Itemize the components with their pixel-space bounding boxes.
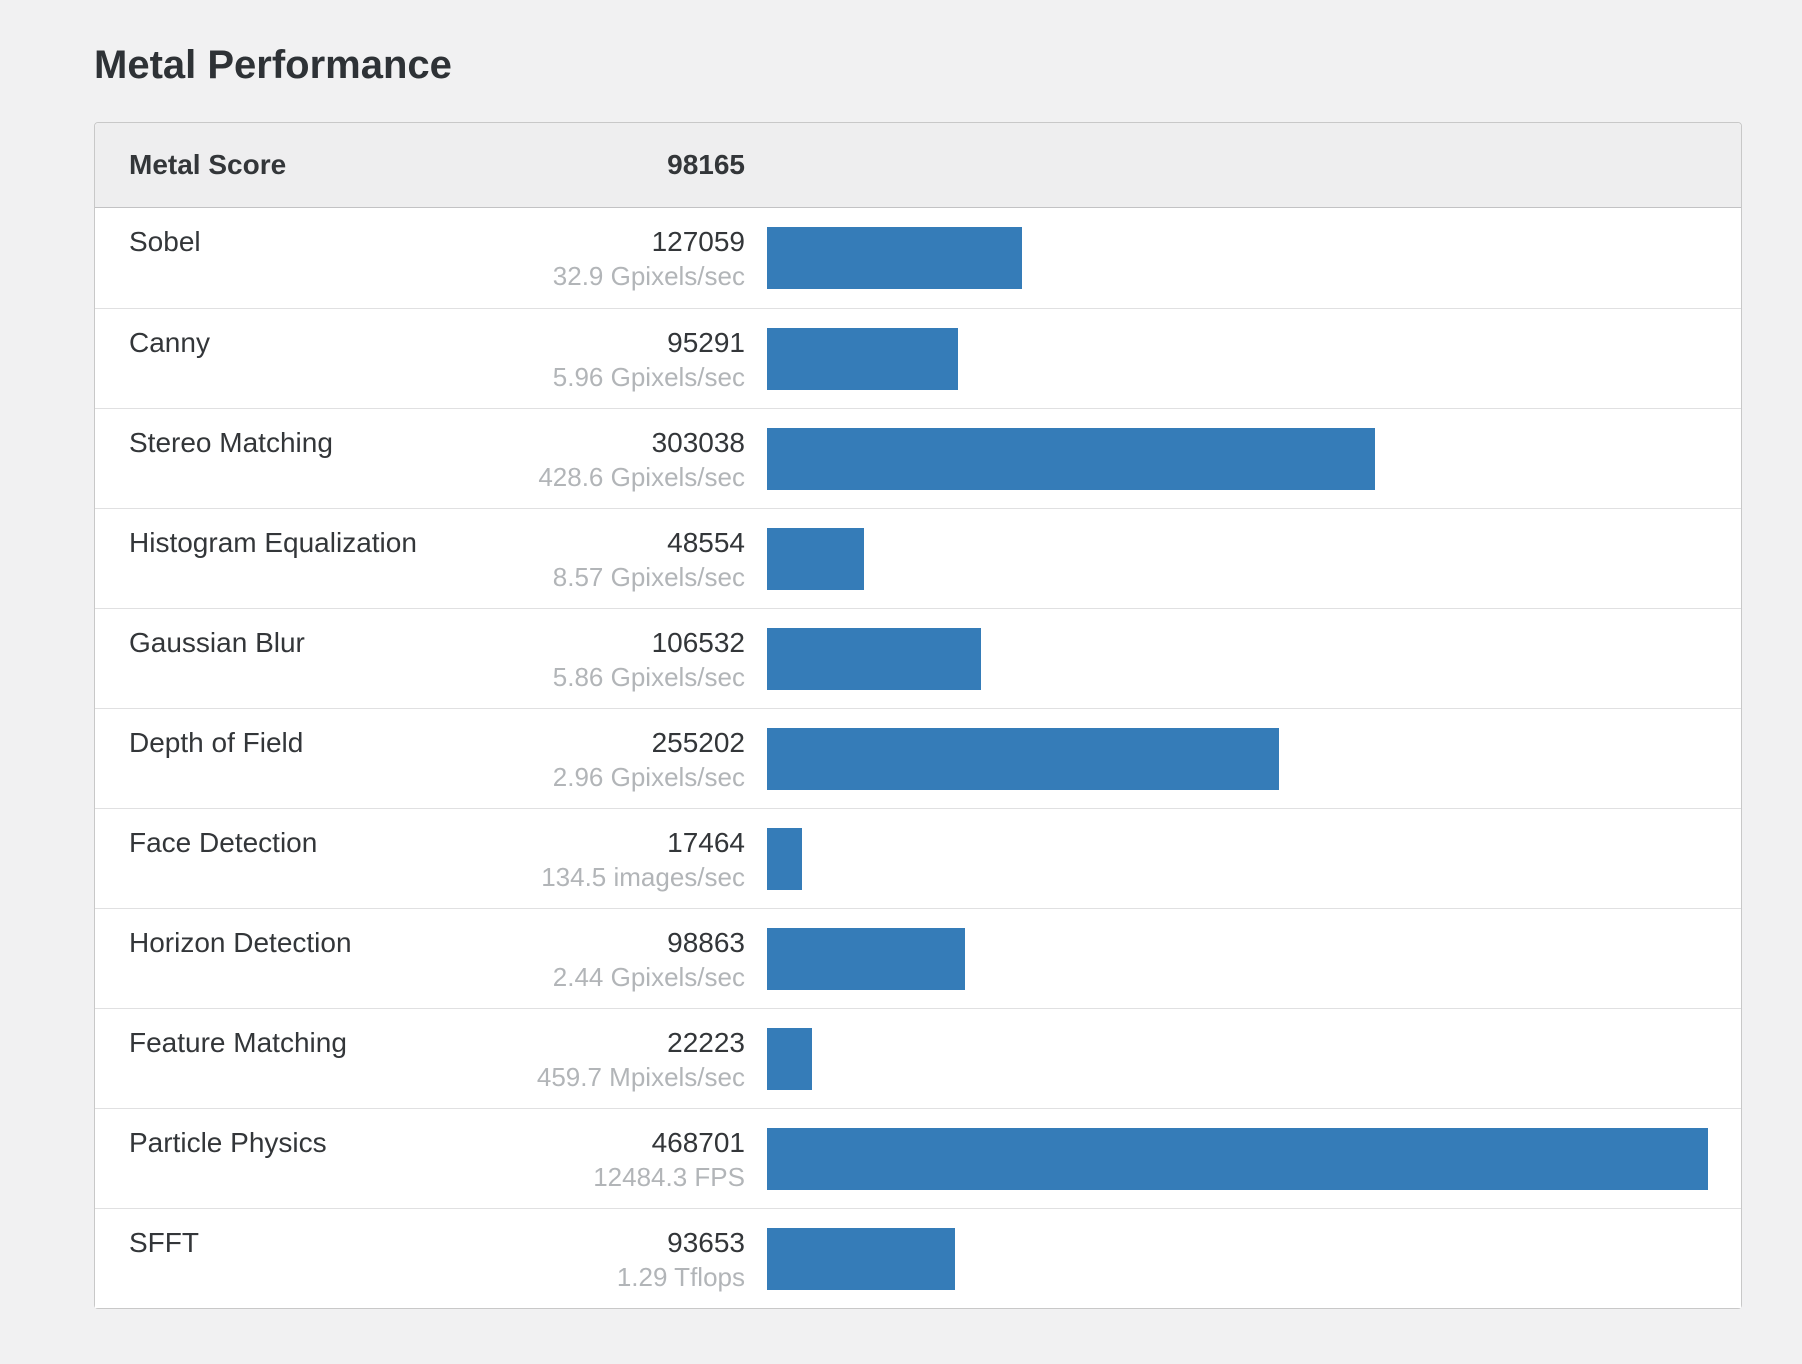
benchmark-value-block: 22223 459.7 Mpixels/sec: [537, 1025, 745, 1094]
benchmark-score: 303038: [651, 427, 745, 458]
score-bar: [767, 1127, 1708, 1190]
benchmark-rate: 32.9 Gpixels/sec: [552, 261, 745, 291]
score-bar: [767, 627, 981, 690]
benchmark-value-block: 93653 1.29 Tflops: [617, 1225, 745, 1294]
benchmark-name: Sobel: [129, 226, 201, 257]
score-bar: [767, 1027, 812, 1090]
benchmark-row: Depth of Field 255202 2.96 Gpixels/sec: [95, 708, 1741, 808]
benchmark-cell: Horizon Detection 98863 2.44 Gpixels/sec: [95, 909, 745, 1008]
metal-performance-card: Metal Score 98165 Sobel 127059 32.9 Gpix…: [94, 122, 1742, 1309]
benchmark-row: Gaussian Blur 106532 5.86 Gpixels/sec: [95, 608, 1741, 708]
benchmark-rate: 12484.3 FPS: [593, 1162, 745, 1192]
benchmark-score: 468701: [651, 1127, 745, 1158]
bar-area: [745, 809, 1741, 908]
benchmark-rate: 8.57 Gpixels/sec: [552, 562, 745, 592]
benchmark-cell: Sobel 127059 32.9 Gpixels/sec: [95, 208, 745, 308]
bar-area: [745, 909, 1741, 1008]
bar-area: [745, 509, 1741, 608]
benchmark-value-block: 255202 2.96 Gpixels/sec: [553, 725, 745, 794]
score-bar: [767, 827, 803, 890]
benchmark-rate: 134.5 images/sec: [541, 862, 745, 892]
benchmark-value-block: 17464 134.5 images/sec: [541, 825, 745, 894]
score-bar: [767, 727, 1280, 790]
score-bar: [767, 927, 966, 990]
benchmark-name: Gaussian Blur: [129, 627, 305, 658]
benchmark-name: Particle Physics: [129, 1127, 327, 1158]
benchmark-rate: 5.86 Gpixels/sec: [552, 662, 745, 692]
benchmark-row: Histogram Equalization 48554 8.57 Gpixel…: [95, 508, 1741, 608]
score-bar: [767, 1227, 956, 1290]
score-header-row: Metal Score 98165: [95, 123, 1741, 208]
page-title: Metal Performance: [94, 43, 452, 87]
benchmark-row: Stereo Matching 303038 428.6 Gpixels/sec: [95, 408, 1741, 508]
benchmark-cell: Face Detection 17464 134.5 images/sec: [95, 809, 745, 908]
benchmark-name: Canny: [129, 327, 210, 358]
benchmark-row: Face Detection 17464 134.5 images/sec: [95, 808, 1741, 908]
score-header-label: Metal Score: [129, 149, 287, 180]
benchmark-cell: Histogram Equalization 48554 8.57 Gpixel…: [95, 509, 745, 608]
benchmark-name: Depth of Field: [129, 727, 304, 758]
benchmark-name: Feature Matching: [129, 1027, 347, 1058]
benchmark-value-block: 98863 2.44 Gpixels/sec: [553, 925, 745, 994]
score-header-cell: Metal Score 98165: [95, 149, 745, 181]
bar-area: [745, 309, 1741, 408]
benchmark-score: 93653: [667, 1227, 745, 1258]
score-bar: [767, 427, 1376, 490]
benchmark-score: 98863: [667, 927, 745, 958]
benchmark-name: Face Detection: [129, 827, 318, 858]
benchmark-value-block: 127059 32.9 Gpixels/sec: [553, 224, 745, 293]
benchmark-cell: Canny 95291 5.96 Gpixels/sec: [95, 309, 745, 408]
benchmark-row: Particle Physics 468701 12484.3 FPS: [95, 1108, 1741, 1208]
benchmark-score: 127059: [651, 226, 745, 257]
benchmark-score: 17464: [667, 827, 745, 858]
score-bar: [767, 327, 959, 390]
benchmark-name: Histogram Equalization: [129, 527, 417, 558]
benchmark-row: Sobel 127059 32.9 Gpixels/sec: [95, 208, 1741, 308]
score-bar: [767, 527, 865, 590]
bar-area: [745, 609, 1741, 708]
benchmark-rate: 1.29 Tflops: [616, 1262, 745, 1292]
benchmark-score: 22223: [667, 1027, 745, 1058]
benchmark-score: 255202: [651, 727, 745, 758]
benchmark-value-block: 48554 8.57 Gpixels/sec: [553, 525, 745, 594]
benchmark-rows: Sobel 127059 32.9 Gpixels/sec Canny 9529…: [95, 208, 1741, 1308]
benchmark-rate: 5.96 Gpixels/sec: [552, 362, 745, 392]
bar-area: [745, 709, 1741, 808]
benchmark-cell: Feature Matching 22223 459.7 Mpixels/sec: [95, 1009, 745, 1108]
benchmark-score: 106532: [651, 627, 745, 658]
benchmark-cell: Particle Physics 468701 12484.3 FPS: [95, 1109, 745, 1208]
bar-area: [745, 1009, 1741, 1108]
score-header-value: 98165: [667, 149, 745, 180]
benchmark-row: Canny 95291 5.96 Gpixels/sec: [95, 308, 1741, 408]
benchmark-cell: Stereo Matching 303038 428.6 Gpixels/sec: [95, 409, 745, 508]
bar-area: [745, 409, 1741, 508]
benchmark-value-block: 303038 428.6 Gpixels/sec: [538, 425, 745, 494]
header-bar-spacer: [745, 123, 1741, 207]
benchmark-cell: Gaussian Blur 106532 5.86 Gpixels/sec: [95, 609, 745, 708]
benchmark-name: SFFT: [129, 1227, 199, 1258]
benchmark-value-block: 468701 12484.3 FPS: [593, 1125, 745, 1194]
benchmark-score: 95291: [667, 327, 745, 358]
benchmark-row: Feature Matching 22223 459.7 Mpixels/sec: [95, 1008, 1741, 1108]
benchmark-name: Stereo Matching: [129, 427, 333, 458]
benchmark-rate: 459.7 Mpixels/sec: [536, 1062, 745, 1092]
bar-area: [745, 208, 1741, 308]
benchmark-score: 48554: [667, 527, 745, 558]
benchmark-cell: Depth of Field 255202 2.96 Gpixels/sec: [95, 709, 745, 808]
benchmark-cell: SFFT 93653 1.29 Tflops: [95, 1209, 745, 1308]
benchmark-value-block: 106532 5.86 Gpixels/sec: [553, 625, 745, 694]
benchmark-rate: 428.6 Gpixels/sec: [538, 462, 745, 492]
benchmark-rate: 2.44 Gpixels/sec: [552, 962, 745, 992]
benchmark-value-block: 95291 5.96 Gpixels/sec: [553, 325, 745, 394]
bar-area: [745, 1109, 1741, 1208]
score-bar: [767, 227, 1023, 289]
benchmark-row: Horizon Detection 98863 2.44 Gpixels/sec: [95, 908, 1741, 1008]
benchmark-name: Horizon Detection: [129, 927, 352, 958]
bar-area: [745, 1209, 1741, 1308]
benchmark-row: SFFT 93653 1.29 Tflops: [95, 1208, 1741, 1308]
benchmark-rate: 2.96 Gpixels/sec: [552, 762, 745, 792]
